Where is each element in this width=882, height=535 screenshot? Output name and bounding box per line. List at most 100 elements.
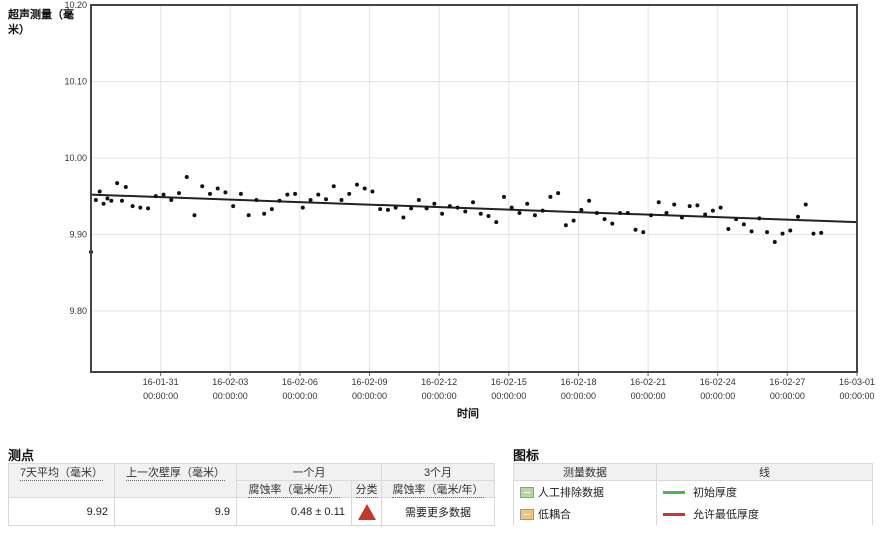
data-point — [579, 207, 584, 212]
data-point — [463, 209, 468, 214]
data-point — [811, 231, 816, 236]
data-point — [788, 228, 793, 233]
last-wall-value: 9.9 — [114, 497, 237, 526]
data-point — [556, 191, 561, 196]
header-one-month: 一个月 — [236, 463, 382, 481]
data-point — [293, 191, 298, 196]
data-point — [625, 210, 630, 215]
data-point — [161, 192, 166, 197]
chart-grid — [91, 4, 858, 376]
x-tick-time: 00:00:00 — [213, 391, 248, 401]
data-point — [285, 192, 290, 197]
legend-section-title: 图标 — [513, 448, 540, 463]
data-point — [409, 206, 414, 211]
data-point — [370, 189, 375, 194]
points-section-title: 测点 — [8, 448, 35, 463]
data-point — [324, 197, 329, 202]
legend-row: 人工排除数据 初始厚度 — [513, 480, 873, 503]
x-tick-time: 00:00:00 — [282, 391, 317, 401]
data-point — [734, 217, 739, 222]
trend-line — [90, 193, 858, 224]
data-point — [432, 201, 437, 206]
points-table: 7天平均（毫米） 上一次壁厚（毫米） 一个月 3个月 腐蚀率（毫米/年） 分类 … — [8, 463, 495, 526]
data-point — [378, 207, 383, 212]
data-point — [130, 204, 135, 209]
data-point — [517, 210, 522, 215]
low-coupling-swatch-icon — [520, 509, 534, 521]
data-point — [362, 186, 367, 191]
data-point — [109, 198, 114, 203]
data-point — [138, 205, 143, 210]
avg7-value: 9.92 — [8, 497, 115, 526]
data-point — [440, 211, 445, 216]
data-point — [169, 197, 174, 202]
legend-item-excluded: 人工排除数据 — [513, 480, 657, 503]
table-row: 9.92 9.9 0.48 ± 0.11 需要更多数据 — [8, 497, 495, 526]
rate-3m-value: 需要更多数据 — [381, 497, 495, 526]
excluded-data-swatch-icon — [520, 487, 534, 499]
header-rate-3m: 腐蚀率（毫米/年） — [381, 480, 495, 498]
x-tick-date: 16-02-21 — [630, 377, 666, 387]
x-tick-labels: 16-01-31 00:00:00 16-02-03 00:00:00 16-02-06… — [143, 377, 875, 401]
trend-line-layer — [90, 193, 858, 224]
data-point — [594, 210, 599, 215]
x-tick-date: 16-02-03 — [212, 377, 248, 387]
data-point — [718, 205, 723, 210]
data-point — [672, 202, 677, 207]
data-point — [618, 210, 623, 215]
data-point — [664, 210, 669, 215]
data-point — [757, 216, 762, 221]
header-avg7: 7天平均（毫米） — [8, 463, 115, 498]
data-point — [486, 214, 491, 219]
x-axis-title: 时间 — [457, 406, 479, 420]
data-point — [455, 205, 460, 210]
x-tick-date: 16-02-06 — [282, 377, 318, 387]
x-tick-date: 16-02-12 — [421, 377, 457, 387]
data-point — [339, 197, 344, 202]
data-point — [471, 200, 476, 205]
data-point — [741, 222, 746, 227]
x-tick-time: 00:00:00 — [839, 391, 874, 401]
data-point — [192, 213, 197, 218]
data-point — [478, 211, 483, 216]
data-point — [641, 230, 646, 235]
x-tick-time: 00:00:00 — [700, 391, 735, 401]
x-tick-time: 00:00:00 — [352, 391, 387, 401]
y-tick-label: 10.00 — [64, 153, 87, 163]
y-tick-label: 10.20 — [64, 0, 87, 10]
data-point — [385, 207, 390, 212]
data-point — [153, 194, 158, 199]
data-point — [540, 208, 545, 213]
data-point — [200, 184, 205, 189]
x-tick-time: 00:00:00 — [422, 391, 457, 401]
minimum-thickness-line-icon — [663, 513, 685, 517]
data-point — [679, 215, 684, 220]
x-tick-date: 16-02-24 — [700, 377, 736, 387]
data-point — [238, 191, 243, 196]
data-point — [726, 227, 731, 232]
data-point — [184, 175, 189, 180]
header-rate-1m: 腐蚀率（毫米/年） — [236, 480, 352, 498]
data-point — [223, 190, 228, 195]
data-point — [509, 205, 514, 210]
data-point — [796, 214, 801, 219]
data-point — [269, 207, 274, 212]
data-point — [703, 212, 708, 217]
x-tick-date: 16-02-18 — [560, 377, 596, 387]
data-point — [780, 231, 785, 236]
legend-item-low-coupling: 低耦合 — [513, 502, 657, 525]
x-tick-date: 16-02-09 — [352, 377, 388, 387]
data-point — [695, 203, 700, 208]
category-cell — [351, 497, 382, 526]
data-point — [246, 213, 251, 218]
warning-triangle-icon — [357, 503, 376, 520]
data-point — [563, 223, 568, 228]
y-axis-title: 超声测量（毫米） — [8, 9, 74, 36]
data-point — [447, 204, 452, 209]
data-point — [316, 192, 321, 197]
legend-table: 测量数据 线 人工排除数据 初始厚度 低耦合 允许最低厚度 — [513, 463, 873, 525]
legend-row: 低耦合 允许最低厚度 — [513, 502, 873, 525]
x-tick-time: 00:00:00 — [770, 391, 805, 401]
x-tick-time: 00:00:00 — [561, 391, 596, 401]
data-point — [97, 189, 102, 194]
